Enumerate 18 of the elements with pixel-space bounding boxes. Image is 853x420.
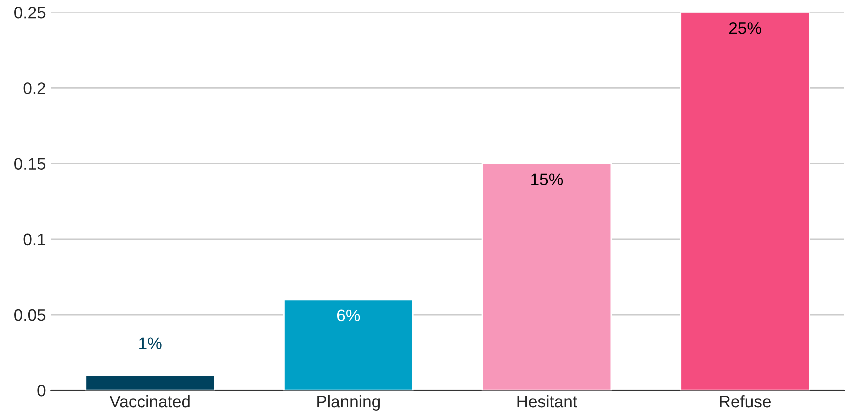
- bar: [482, 163, 612, 391]
- y-tick-label: 0.1: [24, 234, 46, 246]
- y-tick-label: 0.15: [14, 158, 46, 170]
- bar: [85, 374, 216, 391]
- y-tick-label: 0.05: [14, 309, 46, 322]
- x-tick-label: Hesitant: [518, 395, 578, 408]
- data-label: 25%: [729, 22, 762, 34]
- bar: [680, 12, 810, 391]
- x-tick-label: Vaccinated: [110, 395, 190, 408]
- y-tick-label: 0: [38, 385, 46, 397]
- y-tick-label: 0.2: [24, 82, 46, 94]
- x-tick-label: Refuse: [720, 395, 771, 408]
- x-tick-label: Planning: [318, 395, 380, 411]
- bar: [284, 299, 414, 391]
- data-label: 6%: [337, 310, 360, 322]
- data-label: 1%: [140, 338, 162, 350]
- data-label: 15%: [532, 174, 564, 186]
- y-tick-label: 0.25: [14, 7, 46, 19]
